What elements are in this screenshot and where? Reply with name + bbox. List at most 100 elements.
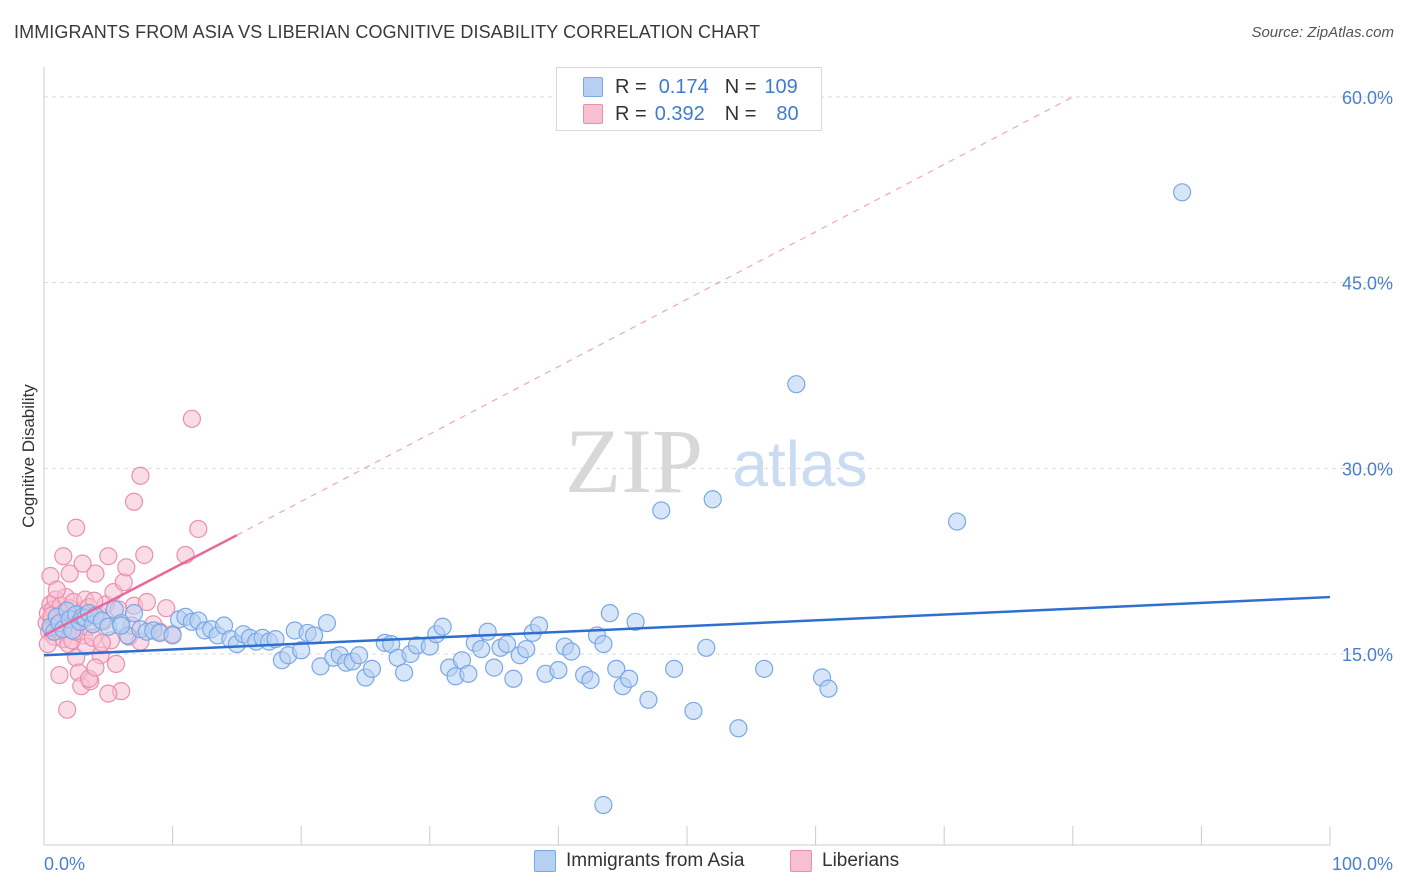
asia-point	[594, 795, 613, 815]
pink-swatch	[790, 850, 812, 872]
asia-point	[562, 642, 581, 661]
asia-point	[163, 626, 182, 645]
liberians-point	[86, 658, 105, 677]
liberians-point	[73, 554, 92, 573]
asia-point	[362, 659, 382, 678]
legend-item-liberians[interactable]: Liberians	[790, 850, 899, 872]
series-legend: Immigrants from Asia Liberians	[0, 850, 1406, 878]
asia-point	[639, 690, 658, 709]
asia-point	[594, 634, 613, 654]
pink-swatch	[583, 104, 603, 124]
asia-point	[755, 659, 774, 678]
blue-swatch	[534, 850, 556, 872]
y-tick-label: 60.0%	[1342, 88, 1393, 108]
n-value: 80	[776, 102, 799, 125]
y-tick-label: 15.0%	[1342, 645, 1393, 665]
liberians-point	[99, 547, 118, 566]
asia-point	[517, 639, 536, 659]
watermark-atlas: atlas	[732, 428, 867, 500]
asia-point	[433, 617, 452, 636]
r-value: 0.174	[658, 75, 709, 98]
watermark-zip: ZIP	[565, 410, 703, 512]
liberians-point	[189, 519, 208, 539]
gridlines	[44, 96, 1394, 655]
r-value: 0.392	[654, 102, 705, 125]
asia-point	[485, 658, 504, 677]
asia-point	[947, 512, 967, 531]
asia-point	[626, 612, 645, 631]
asia-point	[581, 670, 600, 690]
liberians-point	[117, 558, 136, 577]
asia-points	[41, 183, 1192, 815]
source-label: Source: ZipAtlas.com	[1251, 24, 1394, 41]
chart-title: IMMIGRANTS FROM ASIA VS LIBERIAN COGNITI…	[14, 22, 761, 42]
liberians-point	[54, 547, 73, 566]
asia-point	[620, 669, 639, 688]
asia-point	[684, 701, 703, 721]
liberians-point	[131, 466, 150, 485]
asia-point	[292, 641, 311, 660]
y-tick-label: 30.0%	[1342, 459, 1393, 479]
asia-point	[349, 646, 369, 665]
asia-point	[607, 659, 626, 678]
tick-labels: 15.0% 30.0% 45.0% 60.0% 0.0% 100.0%	[44, 88, 1393, 874]
legend-row-asia: R = 0.174 N = 109	[557, 73, 798, 101]
liberians-point	[157, 599, 176, 618]
liberians-point	[124, 492, 144, 511]
asia-point	[697, 638, 716, 657]
asia-point	[549, 660, 568, 680]
liberians-point	[182, 409, 201, 428]
correlation-legend: R = 0.174 N = 109 R = 0.392 N = 80	[556, 67, 822, 131]
x-tick-label: 0.0%	[44, 854, 85, 874]
liberians-point	[106, 654, 126, 674]
n-label: N =	[724, 75, 757, 98]
asia-point	[1173, 183, 1192, 202]
asia-point	[787, 375, 806, 394]
n-label: N =	[724, 102, 757, 125]
asia-point	[459, 664, 478, 683]
asia-point	[504, 669, 523, 688]
y-tick-label: 45.0%	[1342, 274, 1393, 294]
asia-point	[304, 626, 324, 645]
legend-item-asia[interactable]: Immigrants from Asia	[534, 850, 744, 872]
asia-point	[112, 616, 131, 635]
x-tick-label: 100.0%	[1332, 854, 1393, 874]
liberians-point	[60, 564, 79, 583]
legend-label: Liberians	[822, 850, 900, 871]
asia-point	[652, 501, 671, 520]
legend-label: Immigrants from Asia	[566, 850, 745, 871]
liberians-point	[50, 665, 69, 685]
asia-point	[394, 663, 414, 682]
liberians-point	[92, 633, 111, 652]
asia-point	[311, 657, 330, 676]
axes	[43, 67, 1331, 846]
asia-point	[729, 719, 748, 738]
liberians-point	[99, 684, 118, 703]
r-label: R =	[615, 102, 647, 125]
asia-point	[600, 604, 619, 623]
y-axis-label: Cognitive Disability	[19, 384, 38, 528]
asia-point	[472, 639, 491, 659]
liberians-trend-line	[43, 534, 238, 637]
asia-point	[124, 604, 144, 623]
trend-lines	[43, 96, 1331, 657]
liberians-point	[67, 518, 86, 537]
blue-swatch	[583, 77, 603, 97]
liberians-point	[114, 573, 133, 592]
asia-point	[497, 634, 517, 654]
n-value: 109	[764, 75, 798, 98]
asia-point	[478, 622, 497, 641]
r-label: R =	[615, 75, 647, 98]
asia-point	[703, 490, 722, 509]
liberians-trend-extension	[236, 96, 1074, 536]
watermark: ZIP atlas	[565, 410, 868, 512]
asia-point	[665, 659, 684, 678]
asia-point	[317, 613, 337, 633]
liberians-point	[47, 580, 66, 599]
liberians-point	[135, 545, 154, 565]
liberians-point	[86, 564, 105, 583]
asia-point	[819, 679, 838, 698]
liberians-point	[58, 700, 77, 719]
asia-trend-line	[43, 595, 1331, 657]
